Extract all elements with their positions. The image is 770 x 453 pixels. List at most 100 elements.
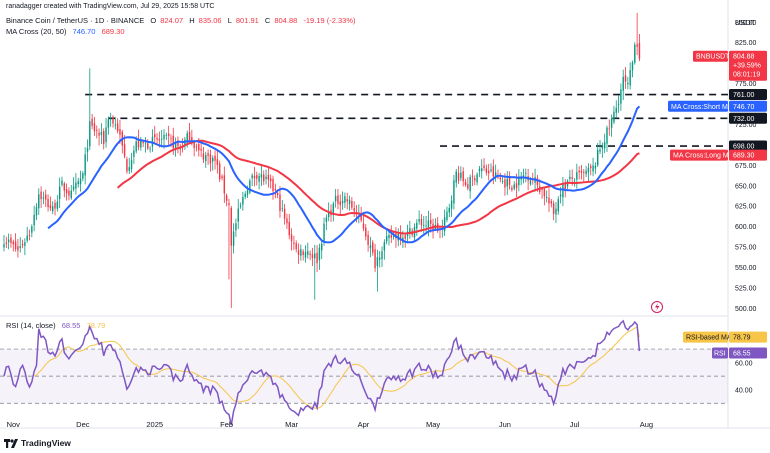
candle-body xyxy=(244,193,246,198)
candle-body xyxy=(634,44,636,63)
candle-body xyxy=(536,178,539,185)
rsi-ma-value-bg xyxy=(729,331,767,343)
open-value: 824.07 xyxy=(160,16,184,25)
open-label: O xyxy=(150,16,157,25)
lightning-icon[interactable] xyxy=(651,301,663,313)
symbol-title[interactable]: Binance Coin / TetherUS · 1D · BINANCE xyxy=(6,16,145,25)
candle-body xyxy=(40,191,42,200)
candle-body xyxy=(624,75,627,82)
candle-body xyxy=(17,246,19,251)
candle-body xyxy=(24,242,26,246)
created-by-text: ranadagger created with TradingView.com,… xyxy=(6,3,215,10)
candle-body xyxy=(163,134,165,140)
candle-body xyxy=(160,138,163,140)
current-price-value: 804.88 xyxy=(733,54,755,61)
currency-label: USDT xyxy=(735,18,756,27)
candle-body xyxy=(309,253,311,255)
candle-body xyxy=(446,211,448,220)
candle-body xyxy=(425,225,427,227)
candle-body xyxy=(72,186,75,190)
candle-body xyxy=(374,249,376,269)
candle-body xyxy=(225,195,228,201)
candle-body xyxy=(365,227,367,237)
candle-body xyxy=(188,132,191,141)
symbol-legend: Binance Coin / TetherUS · 1D · BINANCE O… xyxy=(6,16,360,25)
candle-body xyxy=(68,190,70,196)
candle-body xyxy=(353,208,355,212)
high-label: H xyxy=(189,16,195,25)
rsi-ma-line[interactable] xyxy=(33,326,640,410)
price-tick-label: 525.00 xyxy=(735,285,757,292)
candle-body xyxy=(288,221,290,236)
candle-body xyxy=(606,127,608,144)
candle-body xyxy=(418,219,420,222)
candle-body xyxy=(541,189,543,191)
short-ma-value-bg xyxy=(729,100,767,112)
candle-body xyxy=(47,198,49,208)
candle-body xyxy=(174,142,177,148)
candle-body xyxy=(590,166,592,169)
candle-body xyxy=(260,174,263,178)
candle-body xyxy=(33,214,35,226)
candle-body xyxy=(506,178,508,187)
rsi-ma-tag-label: RSI-based MA xyxy=(686,335,732,342)
candle-body xyxy=(323,223,325,243)
candle-body xyxy=(295,243,297,250)
candle-body xyxy=(314,253,316,259)
long-ma-tag-bg xyxy=(670,149,728,161)
candle-body xyxy=(65,189,68,194)
candle-body xyxy=(578,170,580,173)
candle-body xyxy=(195,146,198,148)
short-ma-tag-bg xyxy=(668,100,728,112)
candle-body xyxy=(316,252,318,264)
long-ma-tag-value: 689.30 xyxy=(733,153,755,160)
candle-body xyxy=(383,242,386,251)
candle-body xyxy=(26,235,28,241)
low-value: 801.91 xyxy=(235,16,259,25)
candle-body xyxy=(202,153,205,160)
candle-body xyxy=(562,183,564,198)
candle-body xyxy=(360,213,362,221)
candle-body xyxy=(216,159,219,165)
long-ma-line[interactable] xyxy=(116,139,640,235)
candle-body xyxy=(154,134,156,138)
candle-body xyxy=(627,83,629,85)
candle-body xyxy=(75,182,77,189)
candle-body xyxy=(304,252,307,258)
candle-body xyxy=(395,231,397,238)
ma-legend-label[interactable]: MA Cross (20, 50) xyxy=(6,27,67,36)
short-ma-legend-value: 746.70 xyxy=(72,27,96,36)
candle-body xyxy=(552,203,555,214)
moving-averages xyxy=(47,105,641,244)
candle-body xyxy=(239,205,242,207)
candle-body xyxy=(272,178,274,192)
candle-body xyxy=(430,219,432,224)
rsi-lines xyxy=(3,319,641,426)
tradingview-logo[interactable]: TradingView xyxy=(4,438,71,448)
candle-body xyxy=(613,111,615,123)
candle-body xyxy=(636,44,638,47)
rsi-legend: RSI (14, close) 68.55 78.79 xyxy=(6,321,109,330)
short-ma-line[interactable] xyxy=(47,105,641,244)
rsi-legend-value: 68.55 xyxy=(61,321,81,330)
candle-body xyxy=(98,132,100,136)
candle-body xyxy=(592,165,594,172)
time-axis: Nov Dec 2025 Feb Mar Apr May Jun Jul Aug xyxy=(7,420,653,429)
candle-body xyxy=(372,242,374,253)
candle-body xyxy=(235,223,237,231)
rsi-line[interactable] xyxy=(3,319,641,426)
price-tick-label: 650.00 xyxy=(735,183,757,190)
candle-body xyxy=(31,226,33,233)
candle-body xyxy=(490,169,492,171)
candle-body xyxy=(209,154,212,164)
candle-body xyxy=(205,155,207,162)
candle-body xyxy=(249,180,251,193)
candle-body xyxy=(256,174,258,179)
candle-body xyxy=(191,137,193,143)
candle-body xyxy=(573,180,576,182)
rsi-tag-value: 68.55 xyxy=(733,351,751,358)
candle-body xyxy=(70,190,72,199)
candle-body xyxy=(86,148,89,152)
rsi-legend-label[interactable]: RSI (14, close) xyxy=(6,321,56,330)
